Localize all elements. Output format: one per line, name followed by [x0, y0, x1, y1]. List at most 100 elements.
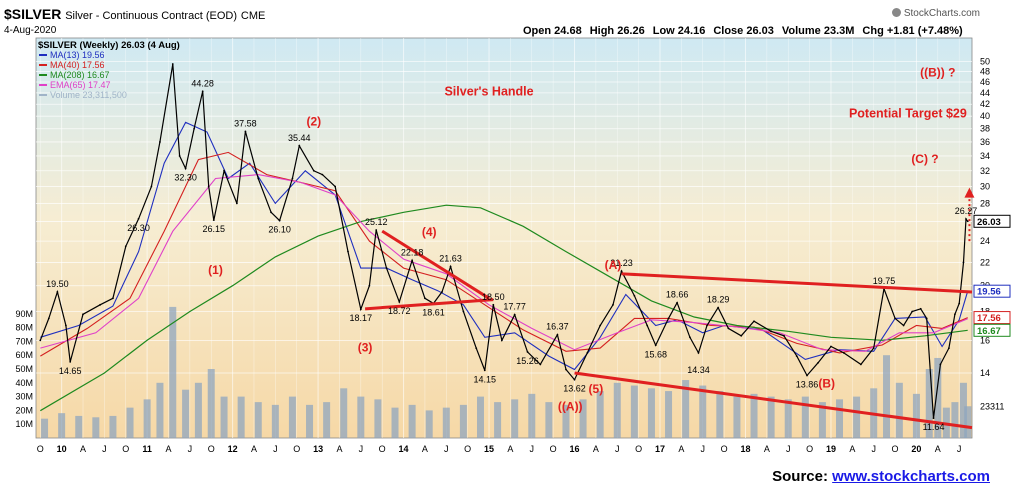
price-label: 32.30: [174, 172, 197, 182]
volume-bar: [562, 404, 570, 438]
y-tick-label: 40: [980, 111, 990, 121]
wave-label: (B): [818, 376, 835, 390]
y-tick-label: 30: [980, 182, 990, 192]
volume-bar: [494, 402, 502, 438]
x-tick-label: O: [208, 444, 215, 454]
x-tick-label: J: [359, 444, 364, 454]
volume-bar: [964, 406, 972, 438]
price-point: [911, 310, 914, 313]
trendline: [381, 229, 490, 300]
x-tick-label: J: [615, 444, 620, 454]
volume-bar: [528, 393, 536, 438]
wave-label: (1): [208, 263, 223, 277]
price-point: [483, 369, 486, 372]
y-tick-label: 14: [980, 368, 990, 378]
trendline: [621, 272, 973, 294]
x-tick-label: A: [507, 444, 513, 454]
volume-tick-label: 20M: [15, 405, 33, 415]
stockcharts-brand[interactable]: StockCharts.com: [891, 8, 980, 19]
last-value-tag-box: [973, 323, 1011, 337]
price-point: [449, 265, 452, 268]
price-label: 21.23: [610, 258, 633, 268]
wave-label: ((B)) ?: [920, 66, 955, 80]
price-point: [676, 301, 678, 304]
price-point: [47, 317, 50, 320]
x-tick-label: 10: [57, 444, 67, 454]
price-point: [39, 339, 42, 342]
price-point: [689, 336, 691, 339]
annotation-text: Silver's Handle: [444, 85, 533, 99]
price-label: 19.50: [46, 279, 69, 289]
price-point: [375, 229, 378, 231]
volume-tick-label: 30M: [15, 392, 33, 402]
x-tick-label: A: [764, 444, 770, 454]
price-label: 35.44: [288, 133, 311, 143]
x-tick-label: O: [806, 444, 813, 454]
ohlc-close: Close 26.03: [713, 25, 774, 37]
y-tick-label: 24: [980, 236, 990, 246]
price-point: [902, 324, 905, 327]
x-tick-label: O: [892, 444, 899, 454]
legend-entry: EMA(65) 17.47: [50, 80, 111, 90]
ohlc-chg: Chg +1.81 (+7.48%): [862, 25, 963, 37]
price-point: [270, 211, 272, 214]
last-value-tag-box: [973, 311, 1011, 325]
price-label: 21.63: [439, 254, 462, 264]
price-point: [565, 368, 567, 371]
source-link[interactable]: www.stockcharts.com: [832, 468, 990, 485]
price-label: 16.37: [546, 322, 569, 332]
price-point: [526, 351, 529, 353]
legend-entry: MA(40) 17.56: [50, 60, 105, 70]
brand-label: StockCharts.com: [903, 8, 980, 19]
price-point: [706, 324, 708, 327]
x-tick-label: A: [422, 444, 428, 454]
price-point: [962, 261, 965, 264]
x-tick-label: 13: [313, 444, 323, 454]
price-label: 17.77: [503, 302, 526, 312]
x-tick-label: 11: [142, 444, 152, 454]
volume-bar: [306, 404, 314, 438]
ma-line-ma208: [39, 204, 968, 412]
price-point: [599, 324, 602, 327]
x-tick-label: O: [550, 444, 557, 454]
ticker-symbol: $SILVER: [4, 6, 62, 22]
price-point: [184, 167, 187, 170]
volume-bar: [951, 402, 959, 438]
volume-bar: [959, 382, 967, 438]
volume-bar: [194, 382, 202, 438]
volume-last-label: 23311: [980, 401, 1004, 411]
volume-bar: [925, 369, 933, 438]
source-prefix: Source:: [772, 468, 828, 485]
legend-entry: Volume 23,311,500: [50, 90, 127, 100]
last-value-tag-box: [973, 214, 1011, 228]
y-tick-label: 38: [980, 124, 990, 134]
y-tick-label: 46: [980, 77, 990, 87]
price-point: [235, 202, 238, 205]
y-tick-label: 42: [980, 99, 990, 109]
price-label: 18.50: [482, 292, 505, 302]
volume-bar: [784, 399, 792, 438]
price-point: [859, 363, 862, 366]
price-label: 15.68: [644, 349, 667, 359]
price-point: [201, 90, 204, 93]
volume-bar: [408, 404, 416, 438]
x-tick-label: A: [251, 444, 257, 454]
price-label: 26.27: [955, 206, 978, 216]
price-point: [783, 334, 785, 337]
volume-bar: [459, 404, 467, 438]
wave-label: (A): [605, 258, 622, 272]
price-point: [82, 313, 84, 316]
price-line: [39, 63, 969, 420]
volume-bar: [271, 404, 279, 438]
last-value-tag: 19.56: [977, 287, 1001, 298]
volume-bar: [126, 407, 134, 438]
x-tick-label: O: [293, 444, 300, 454]
volume-bar: [156, 382, 164, 438]
volume-bar: [836, 399, 844, 438]
price-point: [65, 324, 67, 327]
x-tick-label: O: [721, 444, 728, 454]
price-label: 14.34: [687, 365, 710, 375]
price-point: [573, 378, 576, 381]
price-point: [398, 301, 401, 303]
